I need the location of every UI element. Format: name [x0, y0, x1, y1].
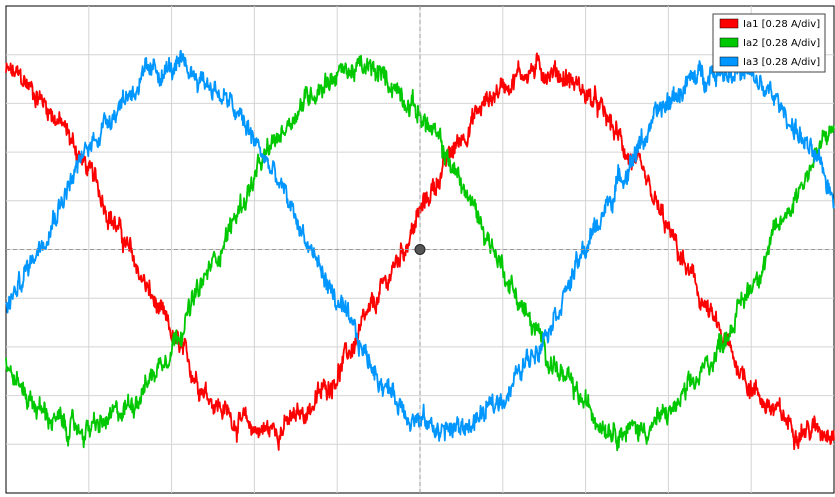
legend-swatch-ia1 [719, 18, 739, 29]
grid [6, 6, 834, 493]
legend-swatch-ia3 [719, 56, 739, 67]
trigger-cursor-marker[interactable] [414, 244, 426, 255]
legend-label-ia3: Ia3 [0.28 A/div] [743, 57, 820, 68]
series-line-3 [5, 49, 835, 442]
legend-item: Ia2 [0.28 A/div] [719, 37, 820, 49]
legend-item: Ia1 [0.28 A/div] [719, 18, 820, 30]
legend-item: Ia3 [0.28 A/div] [719, 56, 820, 68]
legend: Ia1 [0.28 A/div] Ia2 [0.28 A/div] Ia3 [0… [712, 13, 826, 73]
legend-label-ia1: Ia1 [0.28 A/div] [743, 19, 820, 30]
legend-swatch-ia2 [719, 37, 739, 48]
legend-label-ia2: Ia2 [0.28 A/div] [743, 38, 820, 49]
